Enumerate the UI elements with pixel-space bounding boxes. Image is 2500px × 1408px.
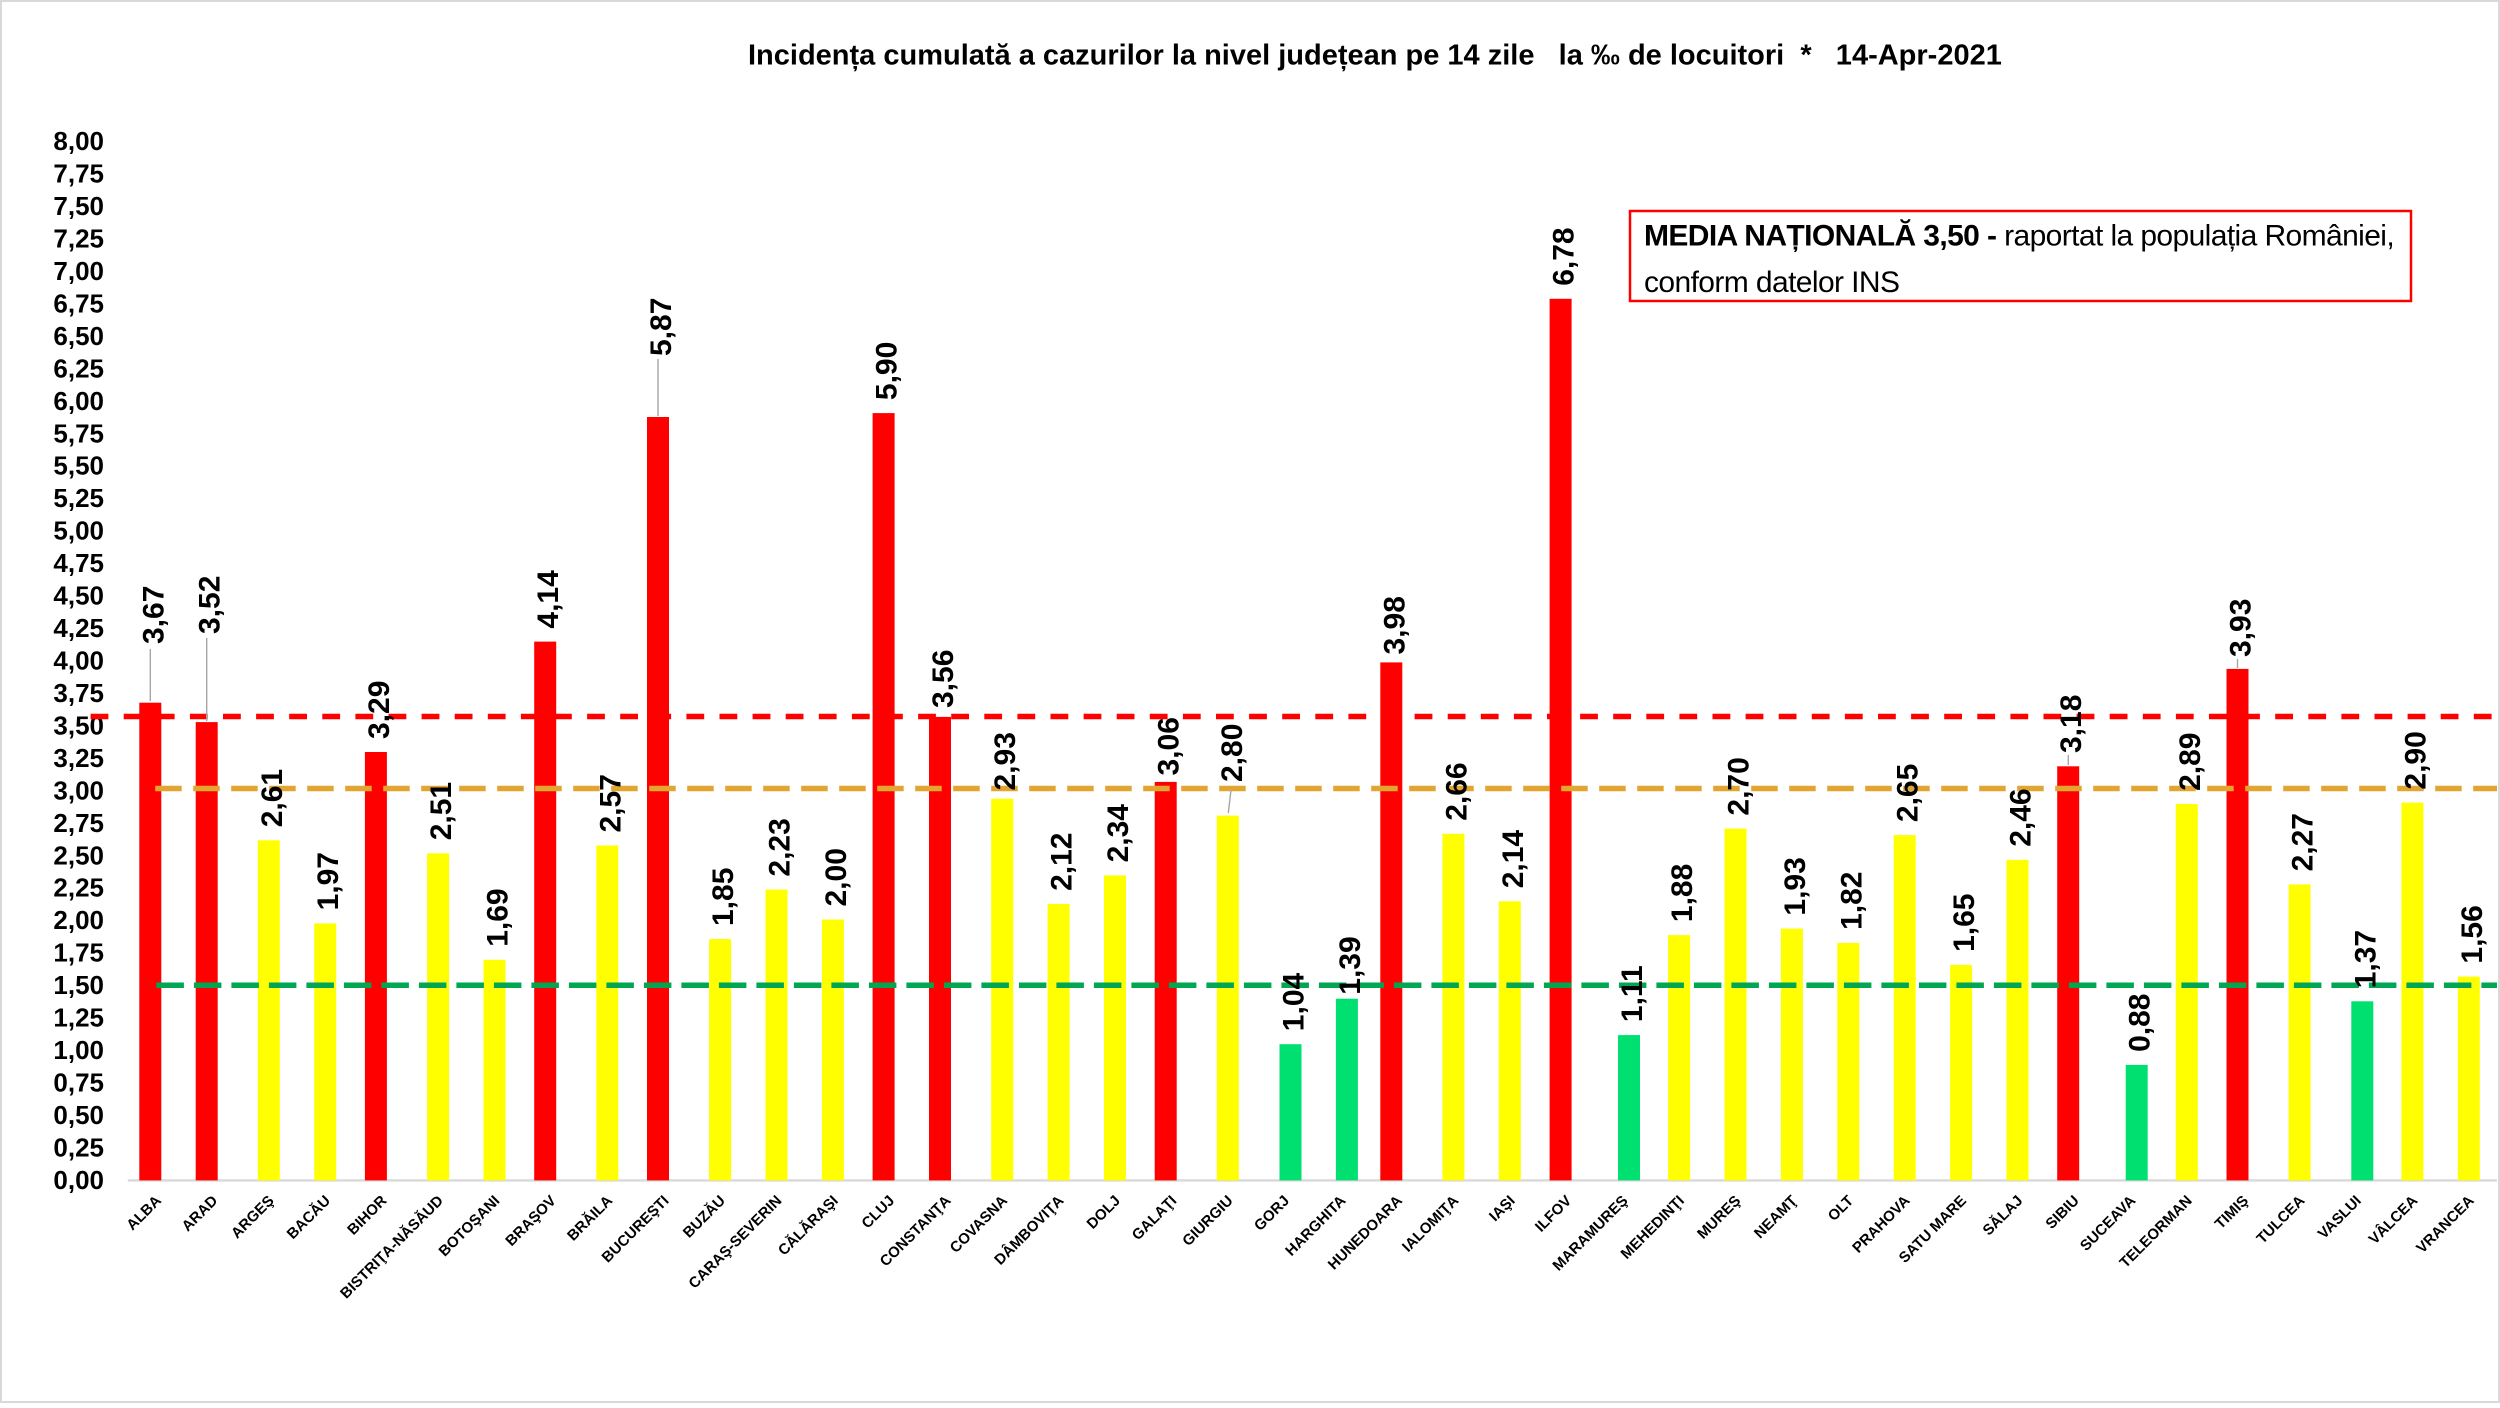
svg-text:2,80: 2,80 (1216, 724, 1249, 782)
svg-text:2,00: 2,00 (53, 905, 104, 935)
svg-text:2,90: 2,90 (2399, 731, 2432, 789)
svg-text:3,52: 3,52 (194, 576, 227, 634)
svg-text:6,50: 6,50 (53, 321, 104, 351)
svg-text:6,78: 6,78 (1548, 227, 1581, 285)
svg-text:2,93: 2,93 (989, 732, 1022, 790)
svg-text:0,25: 0,25 (53, 1132, 104, 1162)
svg-text:3,00: 3,00 (53, 775, 104, 805)
svg-text:4,00: 4,00 (53, 646, 104, 676)
svg-text:1,04: 1,04 (1278, 972, 1311, 1031)
svg-text:0,50: 0,50 (53, 1100, 104, 1130)
svg-text:conform datelor INS: conform datelor INS (1644, 266, 1899, 299)
svg-text:6,25: 6,25 (53, 353, 104, 383)
svg-text:7,00: 7,00 (53, 256, 104, 286)
svg-text:5,50: 5,50 (53, 451, 104, 481)
svg-text:2,51: 2,51 (425, 782, 458, 840)
svg-text:1,85: 1,85 (707, 868, 740, 926)
svg-text:3,29: 3,29 (363, 681, 396, 739)
svg-text:5,90: 5,90 (871, 342, 904, 400)
svg-text:7,75: 7,75 (53, 159, 104, 189)
svg-text:1,75: 1,75 (53, 938, 104, 968)
svg-text:2,14: 2,14 (1497, 830, 1530, 889)
svg-text:3,56: 3,56 (927, 650, 960, 708)
svg-text:4,25: 4,25 (53, 613, 104, 643)
svg-text:3,06: 3,06 (1153, 717, 1186, 775)
svg-text:2,12: 2,12 (1046, 833, 1079, 891)
svg-text:8,00: 8,00 (53, 126, 104, 156)
svg-text:1,93: 1,93 (1779, 857, 1812, 915)
svg-text:MEDIA NAȚIONALĂ 3,50 - raporta: MEDIA NAȚIONALĂ 3,50 - raportat la popul… (1644, 219, 2394, 253)
svg-text:2,23: 2,23 (764, 818, 797, 876)
svg-text:2,66: 2,66 (1440, 762, 1473, 820)
svg-text:2,61: 2,61 (256, 769, 289, 827)
svg-text:5,87: 5,87 (645, 298, 678, 356)
svg-text:3,25: 3,25 (53, 743, 104, 773)
svg-text:1,11: 1,11 (1616, 965, 1649, 1022)
svg-text:6,75: 6,75 (53, 288, 104, 318)
svg-text:2,00: 2,00 (820, 848, 853, 906)
svg-text:2,70: 2,70 (1723, 757, 1756, 815)
svg-text:4,50: 4,50 (53, 581, 104, 611)
svg-text:0,00: 0,00 (53, 1165, 104, 1195)
svg-text:1,97: 1,97 (312, 852, 345, 910)
svg-text:1,50: 1,50 (53, 970, 104, 1000)
svg-text:2,34: 2,34 (1102, 804, 1135, 863)
svg-text:3,75: 3,75 (53, 678, 104, 708)
svg-text:6,00: 6,00 (53, 386, 104, 416)
svg-text:2,57: 2,57 (594, 774, 627, 832)
svg-text:1,69: 1,69 (482, 888, 515, 946)
svg-text:5,75: 5,75 (53, 418, 104, 448)
svg-text:2,27: 2,27 (2287, 813, 2320, 871)
svg-text:1,82: 1,82 (1835, 872, 1868, 930)
svg-text:3,98: 3,98 (1378, 596, 1411, 654)
svg-text:1,37: 1,37 (2349, 930, 2382, 988)
svg-text:4,75: 4,75 (53, 548, 104, 578)
svg-text:7,25: 7,25 (53, 224, 104, 254)
svg-text:0,88: 0,88 (2124, 994, 2157, 1052)
svg-text:3,93: 3,93 (2225, 599, 2258, 657)
svg-text:2,65: 2,65 (1892, 764, 1925, 822)
svg-text:2,89: 2,89 (2174, 733, 2207, 791)
svg-text:1,88: 1,88 (1666, 864, 1699, 922)
svg-text:2,46: 2,46 (2005, 788, 2038, 846)
svg-text:5,25: 5,25 (53, 483, 104, 513)
svg-text:3,67: 3,67 (137, 586, 170, 644)
svg-text:1,00: 1,00 (53, 1035, 104, 1065)
svg-text:1,56: 1,56 (2456, 905, 2489, 963)
svg-text:3,18: 3,18 (2055, 695, 2088, 753)
svg-text:Incidența cumulată a cazurilor: Incidența cumulată a cazurilor la nivel … (748, 40, 2002, 72)
svg-text:4,14: 4,14 (532, 570, 565, 629)
svg-text:2,50: 2,50 (53, 840, 104, 870)
svg-text:1,25: 1,25 (53, 1003, 104, 1033)
svg-text:0,75: 0,75 (53, 1068, 104, 1098)
svg-text:7,50: 7,50 (53, 191, 104, 221)
svg-text:1,65: 1,65 (1948, 894, 1981, 952)
svg-text:1,39: 1,39 (1334, 936, 1367, 994)
svg-text:5,00: 5,00 (53, 516, 104, 546)
svg-text:2,75: 2,75 (53, 808, 104, 838)
svg-text:2,25: 2,25 (53, 873, 104, 903)
